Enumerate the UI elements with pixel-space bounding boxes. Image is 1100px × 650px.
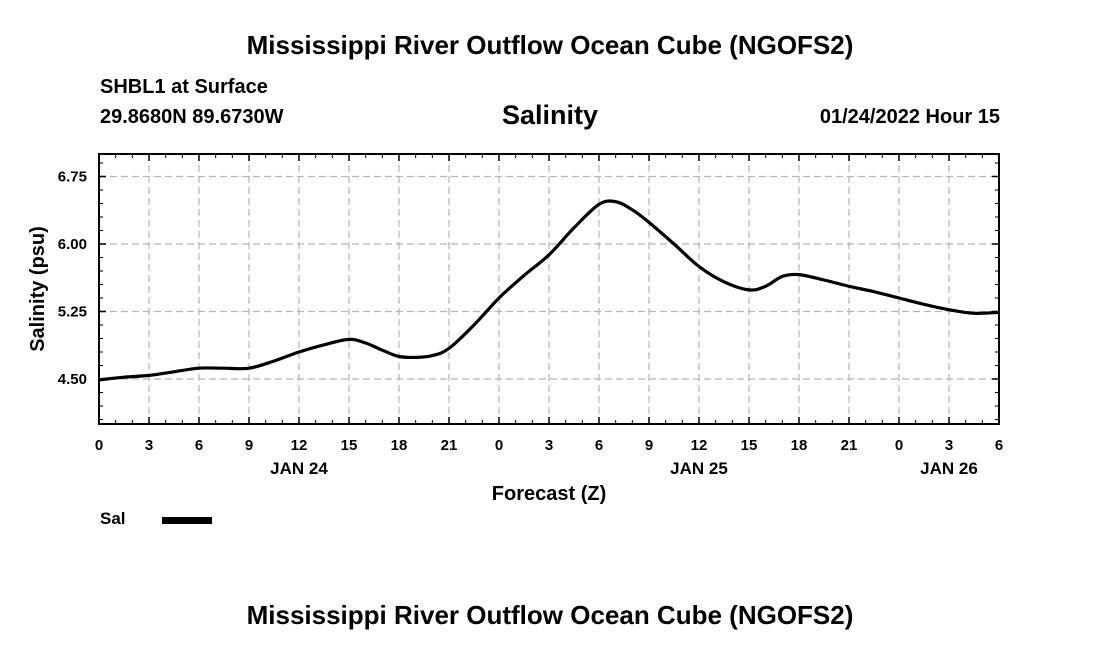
station-coordinates: 29.8680N 89.6730W bbox=[100, 106, 284, 128]
x-tick-label: 18 bbox=[791, 437, 808, 454]
forecast-datetime: 01/24/2022 Hour 15 bbox=[819, 106, 1000, 128]
x-tick-label: 0 bbox=[895, 437, 903, 454]
x-tick-label: 0 bbox=[95, 437, 103, 454]
variable-title: Salinity bbox=[501, 100, 599, 130]
date-label: JAN 25 bbox=[670, 459, 728, 478]
date-label: JAN 24 bbox=[270, 459, 328, 478]
x-tick-label: 21 bbox=[841, 437, 858, 454]
date-label: JAN 26 bbox=[920, 459, 978, 478]
legend-label: Sal bbox=[100, 509, 126, 528]
x-tick-label: 0 bbox=[495, 437, 503, 454]
x-tick-label: 12 bbox=[291, 437, 308, 454]
x-tick-label: 15 bbox=[741, 437, 758, 454]
y-tick-label: 5.25 bbox=[58, 304, 87, 321]
series-line-sal bbox=[98, 199, 1000, 382]
chart-title: Mississippi River Outflow Ocean Cube (NG… bbox=[246, 30, 854, 60]
y-tick-label: 4.50 bbox=[58, 371, 87, 388]
x-tick-label: 18 bbox=[391, 437, 408, 454]
x-tick-label: 3 bbox=[145, 437, 153, 454]
x-tick-label: 6 bbox=[195, 437, 203, 454]
x-tick-label: 12 bbox=[691, 437, 708, 454]
x-axis-label: Forecast (Z) bbox=[492, 483, 606, 505]
y-tick-label: 6.75 bbox=[58, 169, 87, 186]
y-axis-label: Salinity (psu) bbox=[27, 226, 49, 352]
x-tick-label: 3 bbox=[545, 437, 553, 454]
footer-title: Mississippi River Outflow Ocean Cube (NG… bbox=[246, 600, 854, 630]
y-tick-label: 6.00 bbox=[58, 236, 87, 253]
x-tick-label: 15 bbox=[341, 437, 358, 454]
x-tick-label: 21 bbox=[441, 437, 458, 454]
plot-frame bbox=[98, 153, 1000, 425]
x-tick-label: 3 bbox=[945, 437, 953, 454]
x-tick-label: 9 bbox=[245, 437, 253, 454]
x-tick-label: 9 bbox=[645, 437, 653, 454]
x-tick-label: 6 bbox=[595, 437, 603, 454]
legend-swatch bbox=[162, 517, 212, 524]
x-tick-label: 6 bbox=[995, 437, 1003, 454]
station-name: SHBL1 at Surface bbox=[100, 76, 268, 98]
